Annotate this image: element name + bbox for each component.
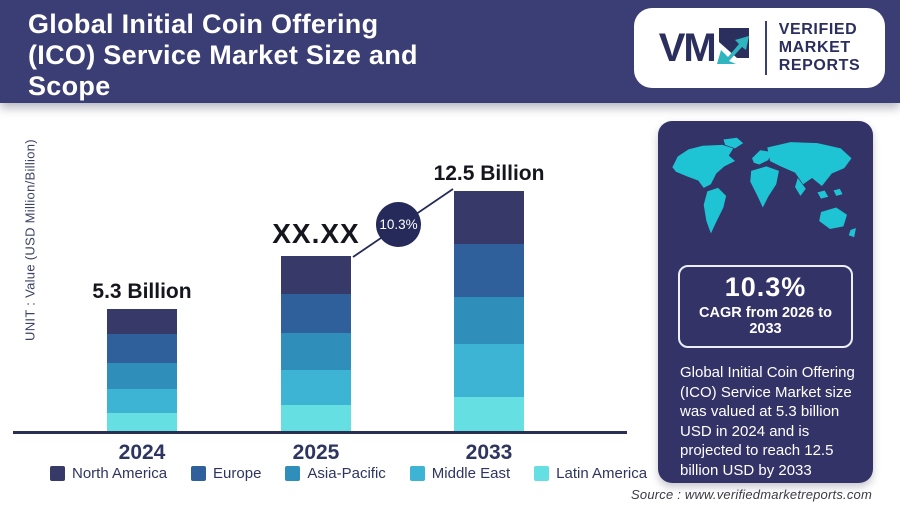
market-summary-text: Global Initial Coin Offering (ICO) Servi… bbox=[680, 364, 855, 479]
source-note: Source : www.verifiedmarketreports.com bbox=[631, 487, 872, 502]
bar-2025-segment-middle-east bbox=[281, 370, 351, 405]
brand-text: VERIFIED MARKET REPORTS bbox=[779, 21, 861, 75]
legend-item-north-america: North America bbox=[50, 465, 167, 482]
bar-2024 bbox=[107, 309, 177, 432]
vmr-logo: VM VERIFIED MARKET REPORTS bbox=[634, 8, 885, 88]
title-line-1: Global Initial Coin Offering bbox=[28, 9, 379, 39]
summary-panel: 10.3% CAGR from 2026 to 2033 Global Init… bbox=[658, 121, 873, 483]
bar-2033-segment-asia-pacific bbox=[454, 297, 524, 344]
vmr-arrow-icon bbox=[715, 26, 753, 71]
legend-item-latin-america: Latin America bbox=[534, 465, 647, 482]
title-line-2: (ICO) Service Market Size and bbox=[28, 40, 418, 70]
legend-item-europe: Europe bbox=[191, 465, 261, 482]
legend-item-middle-east: Middle East bbox=[409, 465, 511, 482]
legend-swatch bbox=[409, 466, 425, 481]
x-tick-2025: 2025 bbox=[292, 441, 340, 464]
brand-line-2: MARKET bbox=[778, 39, 851, 56]
x-axis-line bbox=[13, 431, 627, 434]
x-tick-2024: 2024 bbox=[118, 441, 166, 464]
value-label-2033: 12.5 Billion bbox=[433, 162, 545, 185]
legend-label: North America bbox=[72, 465, 168, 482]
bar-2025-segment-north-america bbox=[281, 256, 351, 294]
bar-2025-segment-europe bbox=[281, 294, 351, 333]
logo-divider bbox=[764, 21, 767, 75]
x-tick-2033: 2033 bbox=[465, 441, 513, 464]
growth-badge: 10.3% bbox=[376, 202, 421, 247]
vmr-letters: VM bbox=[658, 26, 717, 70]
legend-swatch bbox=[191, 466, 207, 481]
bar-2025-segment-asia-pacific bbox=[281, 333, 351, 370]
world-map-graphic bbox=[667, 134, 864, 261]
bar-2033 bbox=[454, 191, 524, 432]
vmr-logo-mark: VM bbox=[659, 26, 753, 71]
brand-line-1: VERIFIED bbox=[778, 21, 858, 38]
bar-2024-segment-latin-america bbox=[107, 413, 177, 432]
cagr-caption: CAGR from 2026 to 2033 bbox=[699, 305, 832, 337]
chart-legend: North America Europe Asia-Pacific Middle Ea… bbox=[50, 465, 647, 482]
cagr-value: 10.3% bbox=[724, 272, 807, 302]
legend-swatch bbox=[50, 466, 65, 481]
legend-label: Asia-Pacific bbox=[307, 465, 386, 482]
legend-label: Europe bbox=[213, 465, 262, 482]
legend-label: Latin America bbox=[556, 465, 648, 482]
page-title: Global Initial Coin Offering (ICO) Servi… bbox=[28, 9, 498, 102]
bar-2033-segment-middle-east bbox=[454, 344, 524, 397]
value-label-2025: XX.XX bbox=[272, 218, 360, 249]
legend-swatch bbox=[534, 466, 550, 481]
bar-2033-segment-latin-america bbox=[454, 397, 524, 432]
bar-2033-segment-europe bbox=[454, 244, 524, 297]
bar-2024-segment-europe bbox=[107, 334, 177, 363]
cagr-box: 10.3% CAGR from 2026 to 2033 bbox=[678, 265, 853, 348]
legend-swatch bbox=[285, 466, 301, 481]
bar-2025-segment-latin-america bbox=[281, 405, 351, 432]
value-label-2024: 5.3 Billion bbox=[92, 280, 192, 303]
bar-2025 bbox=[281, 256, 351, 432]
bar-2033-segment-north-america bbox=[454, 191, 524, 244]
bar-2024-segment-north-america bbox=[107, 309, 177, 334]
title-line-3: Scope bbox=[28, 71, 111, 101]
y-axis-label: UNIT : Value (USD Million/Billion) bbox=[22, 139, 38, 341]
brand-line-3: REPORTS bbox=[778, 57, 861, 74]
legend-label: Middle East bbox=[431, 465, 511, 482]
bar-2024-segment-middle-east bbox=[107, 389, 177, 413]
legend-item-asia-pacific: Asia-Pacific bbox=[285, 465, 386, 482]
bar-2024-segment-asia-pacific bbox=[107, 363, 177, 389]
